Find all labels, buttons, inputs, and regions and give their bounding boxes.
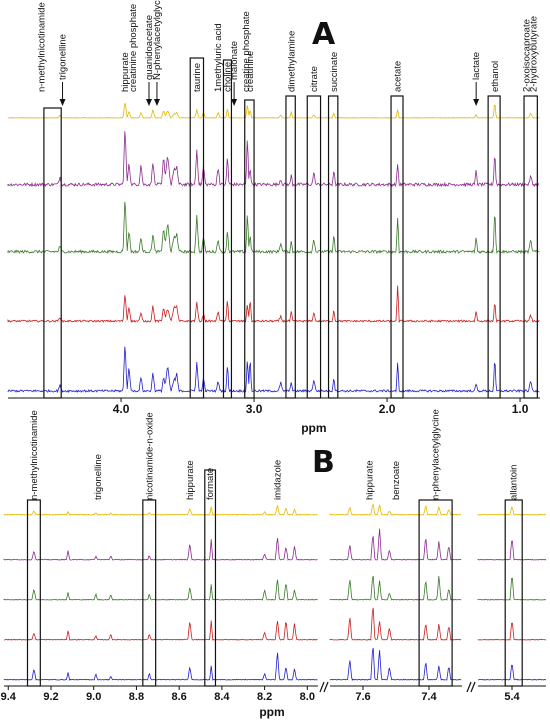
tick-label-b-0-6: 8.2	[257, 691, 272, 703]
spectrum-b-2-2	[477, 577, 547, 601]
tick-label-b-2-0: 5.4	[504, 691, 520, 703]
label-b-2-0: allantoin	[509, 465, 520, 500]
box-a-citrate	[306, 95, 322, 399]
panel-a-letter: A	[312, 17, 336, 52]
label-a-3: creatinine phosphate	[128, 4, 139, 92]
label-a-19: 2-hydroxybutyrate	[528, 16, 539, 92]
arrowhead-a-9	[231, 99, 238, 106]
label-a-11: creatinine	[245, 51, 256, 92]
label-a-5: N-phenylacetylglycine	[152, 0, 163, 80]
arrowhead-a-4	[145, 99, 152, 106]
spectrum-b-0-0	[3, 504, 318, 516]
panel-b: n-methylnicotinamide trigonelline nicotina…	[1, 409, 547, 719]
label-a-8: choline	[222, 62, 233, 92]
arrowhead-a-16	[473, 99, 480, 106]
spectrum-a-2	[7, 201, 540, 255]
label-a-17: ethanol	[490, 61, 501, 92]
tick-label-b-1-0: 7.6	[355, 691, 370, 703]
tick-label-b-0-1: 9.2	[43, 691, 58, 703]
label-a-18: 2-oxoisocaproate	[522, 19, 533, 92]
arrowhead-a-5	[153, 99, 160, 106]
tick-label-a-3: 1.0	[512, 402, 529, 416]
box-b-n-methylnicotinamide	[26, 499, 41, 687]
spectrum-b-1-0	[329, 503, 462, 516]
label-a-10: creatine phosphate	[241, 11, 252, 92]
spectrum-b-2-0	[477, 506, 547, 516]
label-a-6: taurine	[192, 63, 203, 92]
tick-label-b-0-2: 9.0	[86, 691, 101, 703]
label-b-0-4: formate	[205, 468, 216, 500]
break-b-0	[323, 681, 329, 693]
tick-label-b-0-7: 8.0	[300, 691, 315, 703]
label-a-14: succinate	[329, 52, 340, 92]
box-a-2-hydroxybutyrate	[523, 95, 538, 399]
box-a-ethanol	[487, 95, 501, 399]
tick-label-a-2: 2.0	[379, 402, 396, 416]
tick-label-b-0-0: 9.4	[1, 691, 17, 703]
spectrum-b-1-1	[329, 528, 462, 561]
spectrum-a-3	[7, 285, 540, 324]
tick-label-b-0-3: 8.8	[129, 691, 144, 703]
label-a-12: dimethylamine	[286, 31, 297, 92]
label-a-15: acetate	[393, 61, 404, 92]
spectrum-a-4	[7, 346, 540, 394]
spectrum-b-0-4	[3, 652, 318, 681]
label-b-0-0: n-methylnicotinamide	[29, 410, 40, 500]
label-b-0-2: nicotinamide-n-oxide	[144, 412, 155, 500]
spectrum-a-1	[7, 131, 540, 188]
label-a-9: malonate	[229, 41, 240, 80]
label-a-1: trigonelline	[58, 34, 69, 80]
label-b-0-5: imidazole	[272, 460, 283, 500]
box-b-nicotinamide-n-oxide	[142, 499, 157, 687]
label-b-0-1: trigonelline	[93, 454, 104, 500]
label-a-13: citrate	[309, 66, 320, 92]
tick-label-a-1: 3.0	[246, 402, 263, 416]
spectrum-b-2-4	[477, 664, 547, 681]
label-a-7: 1methyluric acid	[213, 23, 224, 92]
tick-label-b-0-4: 8.6	[172, 691, 187, 703]
label-b-0-3: hippurate	[185, 460, 196, 500]
spectrum-a-0	[7, 102, 540, 119]
label-a-4: guanidoacetate	[144, 15, 155, 80]
label-b-1-1: benzoate	[391, 461, 402, 500]
tick-label-a-0: 4.0	[113, 402, 130, 416]
label-a-0: n-methylnicotinamide	[36, 2, 47, 92]
spectrum-b-2-1	[477, 540, 547, 561]
box-b-formate	[204, 469, 217, 687]
label-a-16: lactate	[471, 52, 482, 80]
break-a-1	[466, 681, 472, 693]
box-a-acetate	[390, 95, 404, 399]
break-a-0	[319, 681, 325, 693]
panel-b-letter: B	[312, 445, 335, 480]
tick-label-b-1-1: 7.4	[421, 691, 437, 703]
arrowhead-a-1	[59, 99, 66, 106]
box-a-n-methylnicotinamide	[43, 107, 62, 399]
spectrum-b-0-1	[3, 538, 318, 561]
tick-label-b-0-5: 8.4	[214, 691, 230, 703]
spectrum-b-1-2	[329, 575, 462, 601]
spectrum-b-0-2	[3, 579, 318, 601]
break-b-1	[470, 681, 476, 693]
x-axis-label-a: ppm	[301, 421, 326, 435]
spectrum-b-0-3	[4, 620, 318, 641]
label-b-1-0: hippurate	[365, 460, 376, 500]
label-a-2: hippurate	[120, 52, 131, 92]
spectrum-b-1-4	[329, 647, 462, 681]
spectrum-b-1-3	[329, 607, 462, 641]
panel-a: n-methylnicotinamide trigonelline hippurat…	[7, 0, 540, 435]
label-b-1-2: n-phenylacetylglycine	[431, 409, 442, 500]
spectrum-b-2-3	[477, 622, 547, 641]
x-axis-label-b: ppm	[259, 705, 284, 719]
